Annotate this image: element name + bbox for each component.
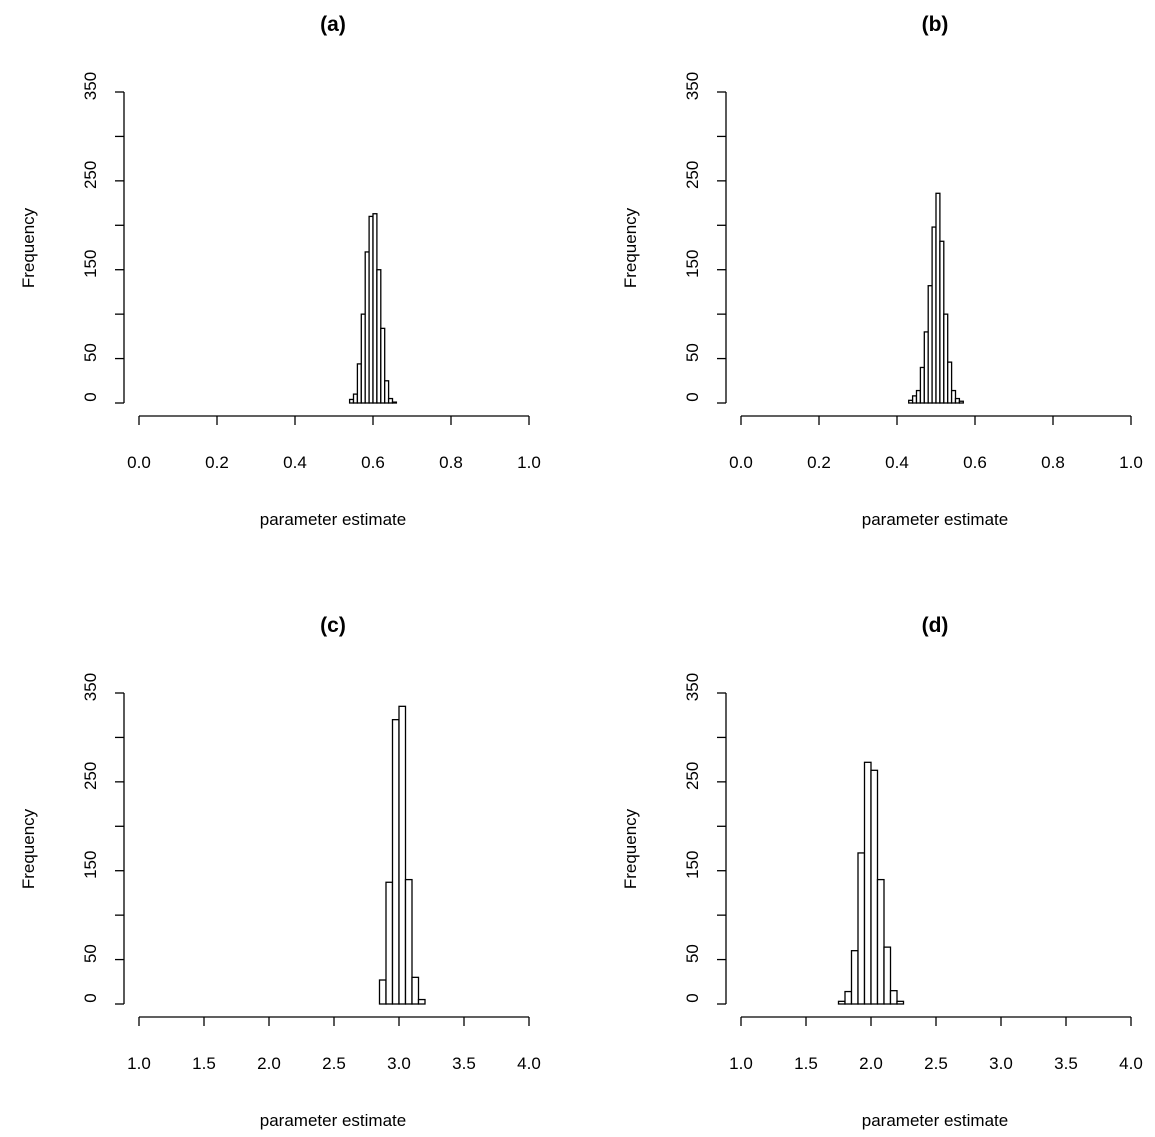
axes: 0.0 0.2 0.4 0.6 0.8 1.0 0 50 150 250 350 <box>683 72 1143 472</box>
y-tick-label: 50 <box>683 343 702 362</box>
x-tick-label: 3.0 <box>387 1054 411 1073</box>
y-tick-label: 50 <box>81 343 100 362</box>
axes: 1.0 1.5 2.0 2.5 3.0 3.5 4.0 0 50 150 250 350 <box>81 673 541 1073</box>
x-tick-label: 1.0 <box>729 1054 753 1073</box>
y-tick-label: 350 <box>81 673 100 701</box>
histogram-bar <box>857 852 866 1005</box>
histogram-bar <box>950 389 957 404</box>
histogram-bar <box>889 990 898 1005</box>
x-tick-label: 2.5 <box>924 1054 948 1073</box>
x-tick-label: 1.5 <box>192 1054 216 1073</box>
panel-title: (b) <box>922 13 949 36</box>
x-tick-label: 1.5 <box>794 1054 818 1073</box>
histogram-bars <box>908 192 964 404</box>
histogram-bar <box>391 719 400 1005</box>
histogram-bar <box>943 313 949 404</box>
y-tick-label: 350 <box>683 673 702 701</box>
y-tick-label: 0 <box>81 993 100 1002</box>
histogram-bar <box>404 878 413 1005</box>
y-tick-label: 150 <box>81 851 100 879</box>
y-tick-label: 0 <box>683 392 702 401</box>
panel-d: (d) Frequency parameter estimate 1.0 1.5 2… <box>621 614 1143 1130</box>
x-tick-label: 2.0 <box>257 1054 281 1073</box>
y-tick-label: 0 <box>683 993 702 1002</box>
histogram-bar <box>387 397 394 404</box>
histogram-bars <box>348 213 398 404</box>
y-tick-label: 150 <box>683 250 702 278</box>
axes: 0.0 0.2 0.4 0.6 0.8 1.0 0 50 150 250 350 <box>81 72 541 472</box>
y-tick-label: 350 <box>81 72 100 100</box>
histogram-bar <box>896 1000 905 1005</box>
histogram-bar <box>876 878 885 1005</box>
x-tick-label: 0.0 <box>729 453 753 472</box>
x-axis-title: parameter estimate <box>260 510 406 529</box>
x-tick-label: 2.0 <box>859 1054 883 1073</box>
histogram-bar <box>870 769 879 1005</box>
histogram-bar <box>411 976 420 1005</box>
histogram-bar <box>863 761 872 1005</box>
panel-a: (a) Frequency parameter estimate 0.0 0.2 0… <box>19 13 541 529</box>
histogram-bar <box>837 1000 846 1005</box>
x-tick-label: 3.5 <box>452 1054 476 1073</box>
histogram-bar <box>398 705 407 1005</box>
y-tick-label: 50 <box>81 944 100 963</box>
histogram-bars <box>378 705 426 1005</box>
x-tick-label: 3.0 <box>989 1054 1013 1073</box>
y-tick-label: 0 <box>81 392 100 401</box>
x-tick-label: 0.0 <box>127 453 151 472</box>
x-tick-label: 0.2 <box>205 453 229 472</box>
y-tick-label: 150 <box>683 851 702 879</box>
y-tick-label: 250 <box>81 762 100 790</box>
x-tick-label: 0.8 <box>439 453 463 472</box>
x-tick-label: 0.4 <box>283 453 307 472</box>
y-tick-label: 250 <box>683 762 702 790</box>
panel-title: (c) <box>320 614 346 637</box>
x-tick-label: 0.6 <box>361 453 385 472</box>
x-tick-label: 1.0 <box>1119 453 1143 472</box>
histogram-bar <box>385 881 394 1005</box>
y-tick-label: 350 <box>683 72 702 100</box>
x-tick-label: 0.6 <box>963 453 987 472</box>
panel-c: (c) Frequency parameter estimate 1.0 1.5 2… <box>19 614 541 1130</box>
histogram-bar <box>883 946 892 1005</box>
x-tick-label: 1.0 <box>127 1054 151 1073</box>
histogram-bar <box>850 950 859 1005</box>
axes: 1.0 1.5 2.0 2.5 3.0 3.5 4.0 0 50 150 250 350 <box>683 673 1143 1073</box>
y-tick-label: 150 <box>81 250 100 278</box>
x-tick-label: 4.0 <box>517 1054 541 1073</box>
histogram-bar <box>384 380 390 404</box>
x-tick-label: 0.4 <box>885 453 909 472</box>
x-tick-label: 0.2 <box>807 453 831 472</box>
x-tick-label: 0.8 <box>1041 453 1065 472</box>
x-tick-label: 4.0 <box>1119 1054 1143 1073</box>
x-tick-label: 3.5 <box>1054 1054 1078 1073</box>
histogram-bar <box>378 979 387 1005</box>
y-tick-label: 250 <box>81 161 100 189</box>
panel-title: (a) <box>320 13 346 36</box>
y-tick-label: 250 <box>683 161 702 189</box>
histogram-bar <box>844 990 853 1005</box>
x-axis-title: parameter estimate <box>260 1111 406 1130</box>
x-tick-label: 1.0 <box>517 453 541 472</box>
histogram-bar <box>958 400 964 404</box>
x-axis-title: parameter estimate <box>862 1111 1008 1130</box>
y-tick-label: 50 <box>683 944 702 963</box>
histogram-bar <box>947 361 953 404</box>
x-axis-title: parameter estimate <box>862 510 1008 529</box>
histogram-bar <box>380 327 386 404</box>
panel-b: (b) Frequency parameter estimate 0.0 0.2 0… <box>621 13 1143 529</box>
histogram-bars <box>837 761 905 1005</box>
y-axis-title: Frequency <box>19 808 38 889</box>
y-axis-title: Frequency <box>621 808 640 889</box>
x-tick-label: 2.5 <box>322 1054 346 1073</box>
y-axis-title: Frequency <box>19 207 38 288</box>
histogram-bar <box>391 401 398 404</box>
histogram-bar <box>417 998 426 1005</box>
panel-title: (d) <box>922 614 949 637</box>
y-axis-title: Frequency <box>621 207 640 288</box>
